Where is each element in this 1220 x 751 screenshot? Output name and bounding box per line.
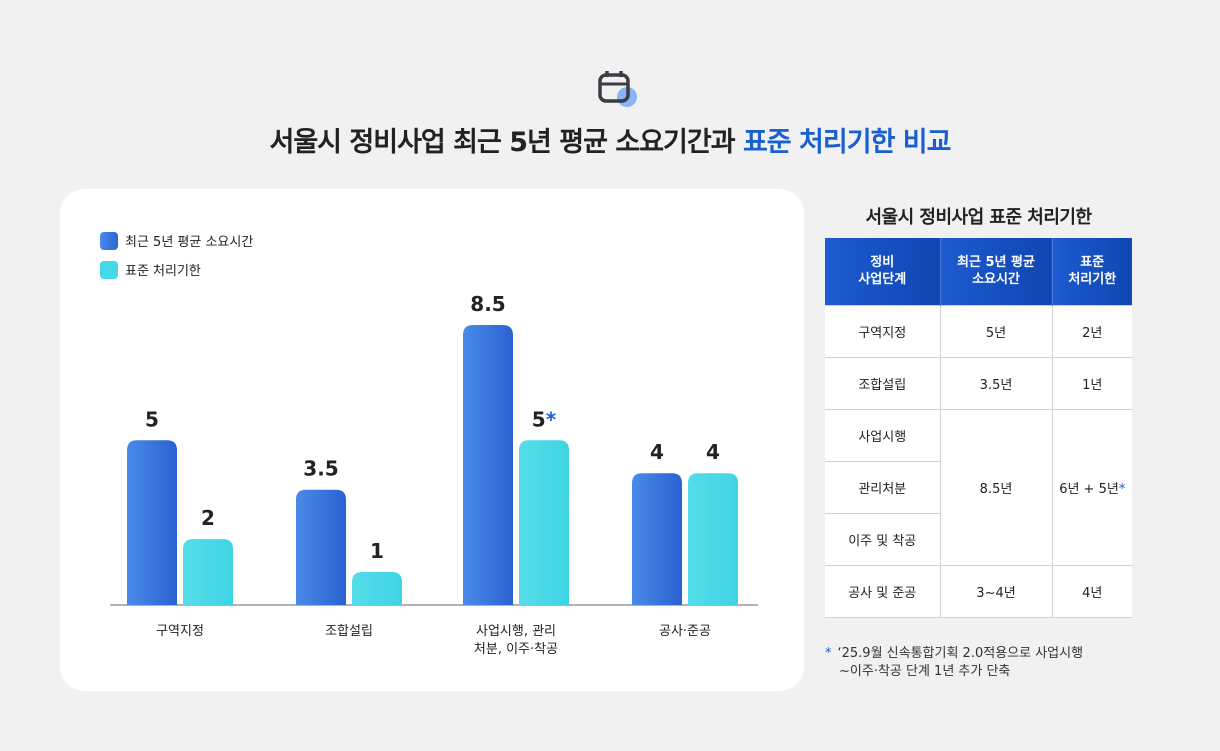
bar	[688, 473, 738, 605]
header-stage: 정비 사업단계	[825, 238, 941, 305]
cell: 관리처분	[825, 460, 940, 514]
cell: 4년	[1051, 564, 1132, 618]
data-label: 3.5	[303, 457, 338, 481]
cell: 조합설립	[825, 356, 941, 410]
table-row: 조합설립 3.5년 1년	[825, 356, 1132, 410]
cell: 1년	[1051, 356, 1132, 410]
cell: 구역지정	[825, 304, 941, 358]
table-row: 사업시행 8.5년 6년 + 5년*	[825, 408, 1132, 566]
x-tick-label: 조합설립	[325, 624, 373, 639]
data-label: 5*	[532, 407, 557, 431]
data-label: 4	[650, 440, 664, 464]
cell: 이주 및 착공	[825, 512, 940, 566]
data-label: 2	[201, 506, 215, 530]
data-label: 8.5	[470, 292, 505, 316]
data-label: 1	[370, 539, 384, 563]
x-tick-label: 구역지정	[156, 624, 204, 639]
data-label: 4	[706, 440, 720, 464]
x-tick-label: 처분, 이주·착공	[474, 642, 558, 657]
table-title: 서울시 정비사업 표준 처리기한	[865, 207, 1092, 228]
x-tick-label: 사업시행, 관리	[476, 623, 556, 639]
legend-item-standard: 표준 처리기한	[100, 260, 201, 279]
data-label: 5	[145, 407, 159, 431]
legend-item-avg: 최근 5년 평균 소요시간	[100, 231, 253, 250]
cell: 8.5년	[939, 408, 1053, 566]
cell: 3.5년	[939, 356, 1053, 410]
chart-card	[60, 189, 804, 691]
cell: 2년	[1051, 304, 1132, 358]
cell: 공사 및 준공	[825, 564, 941, 618]
bar	[519, 440, 569, 605]
cell: 6년 + 5년*	[1051, 408, 1132, 566]
page-title: 서울시 정비사업 최근 5년 평균 소요기간과 표준 처리기한 비교	[269, 127, 951, 158]
calendar-icon	[598, 71, 637, 107]
cell: 3~4년	[939, 564, 1053, 618]
bar	[296, 489, 346, 605]
table-row: 구역지정 5년 2년	[825, 304, 1132, 358]
bar	[463, 325, 513, 605]
header-avg: 최근 5년 평균 소요시간	[940, 238, 1053, 305]
footnote: * ‘25.9월 신속통합기획 2.0적용으로 사업시행 ~이주·착공 단계 1년…	[825, 646, 1084, 679]
table-row: 관리처분	[825, 460, 1132, 514]
x-tick-label: 공사·준공	[659, 624, 711, 639]
cell: 사업시행	[825, 408, 941, 462]
table-row: 이주 및 착공	[825, 512, 1132, 566]
bar	[183, 539, 233, 605]
table-header-row: 정비 사업단계 최근 5년 평균 소요시간 표준 처리기한	[825, 238, 1132, 305]
bar	[632, 473, 682, 605]
bar	[127, 440, 177, 605]
bar	[352, 572, 402, 605]
table-row: 공사 및 준공 3~4년 4년	[825, 564, 1132, 618]
deadline-table: 정비 사업단계 최근 5년 평균 소요시간 표준 처리기한 구역지정 5년 2년 조합설립…	[825, 238, 1132, 618]
header-standard: 표준 처리기한	[1052, 238, 1132, 305]
cell: 5년	[939, 304, 1053, 358]
